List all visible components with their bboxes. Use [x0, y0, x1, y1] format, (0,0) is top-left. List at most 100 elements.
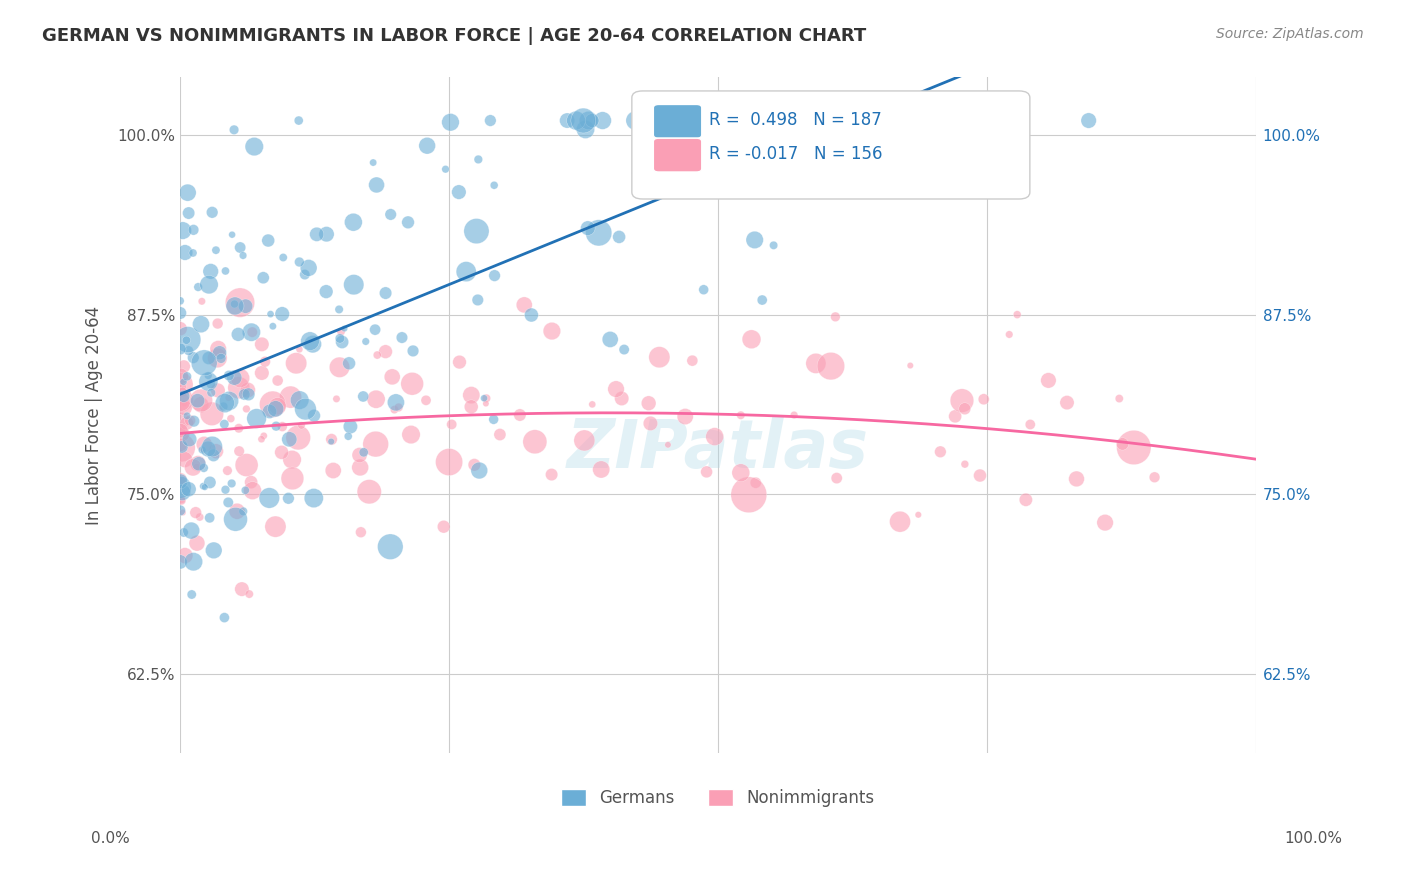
Point — [271, 419, 294, 434]
Point — [437, 455, 460, 469]
Point — [581, 113, 603, 128]
Point — [277, 491, 299, 506]
Point — [349, 448, 371, 462]
Point — [627, 166, 650, 180]
Point — [364, 323, 387, 337]
Point — [328, 360, 350, 375]
Point — [240, 475, 263, 490]
Point — [170, 493, 193, 508]
Point — [315, 285, 337, 299]
FancyBboxPatch shape — [654, 138, 702, 172]
Point — [285, 356, 308, 370]
Point — [484, 268, 506, 283]
Point — [197, 375, 219, 389]
Point — [1094, 516, 1116, 530]
Point — [509, 408, 531, 422]
Point — [302, 491, 325, 505]
Point — [207, 351, 229, 365]
Point — [201, 440, 224, 454]
Point — [610, 392, 633, 406]
Point — [198, 277, 221, 292]
Point — [221, 476, 243, 491]
Point — [402, 343, 425, 358]
Point — [415, 393, 437, 408]
Point — [482, 412, 505, 426]
Point — [1111, 437, 1133, 451]
Point — [224, 299, 246, 313]
Point — [581, 397, 603, 411]
Point — [929, 444, 952, 458]
Point — [193, 461, 215, 475]
Point — [288, 255, 311, 269]
Point — [592, 113, 614, 128]
Point — [605, 382, 627, 396]
Point — [170, 441, 193, 455]
Point — [718, 113, 741, 128]
Point — [1122, 441, 1144, 455]
Point — [169, 342, 191, 356]
Point — [401, 376, 423, 391]
Point — [190, 398, 212, 412]
Point — [177, 333, 200, 347]
Point — [665, 113, 688, 128]
Point — [288, 393, 311, 408]
Point — [889, 515, 911, 529]
Point — [762, 238, 785, 252]
Point — [588, 226, 610, 240]
Point — [169, 322, 191, 336]
Point — [361, 155, 384, 169]
Point — [1056, 395, 1078, 409]
Point — [287, 431, 309, 445]
Text: 100.0%: 100.0% — [1285, 831, 1343, 846]
Point — [262, 319, 284, 334]
Point — [176, 186, 198, 200]
Point — [735, 113, 758, 128]
Point — [183, 414, 205, 428]
Point — [662, 130, 685, 145]
Point — [180, 524, 202, 538]
Point — [456, 265, 478, 279]
Point — [224, 297, 246, 311]
Point — [804, 356, 827, 370]
Point — [226, 504, 249, 518]
Point — [643, 170, 665, 185]
Point — [489, 427, 512, 442]
Point — [433, 519, 456, 533]
Point — [264, 401, 287, 416]
Point — [463, 458, 485, 472]
Point — [235, 401, 257, 416]
Point — [366, 178, 388, 192]
Point — [399, 427, 422, 442]
Point — [214, 610, 236, 624]
Point — [179, 413, 201, 427]
Point — [475, 396, 498, 410]
Point — [191, 294, 214, 309]
Point — [181, 460, 204, 475]
Point — [218, 393, 240, 408]
Point — [170, 440, 193, 454]
Point — [173, 452, 195, 467]
Point — [190, 393, 212, 408]
Point — [200, 385, 222, 400]
Point — [751, 293, 773, 307]
Point — [907, 508, 929, 522]
Point — [953, 457, 976, 471]
Point — [232, 248, 254, 262]
Point — [183, 555, 205, 569]
Point — [380, 207, 402, 221]
Point — [294, 402, 316, 417]
Point — [820, 359, 842, 373]
Point — [396, 215, 419, 229]
Point — [224, 370, 246, 384]
Point — [243, 139, 266, 153]
Point — [217, 495, 239, 509]
Point — [170, 381, 193, 395]
Point — [253, 429, 276, 443]
Point — [749, 113, 772, 128]
Point — [235, 458, 257, 472]
Point — [280, 390, 302, 404]
Point — [388, 401, 411, 415]
Point — [205, 444, 228, 458]
Point — [1143, 470, 1166, 484]
Point — [321, 434, 343, 449]
